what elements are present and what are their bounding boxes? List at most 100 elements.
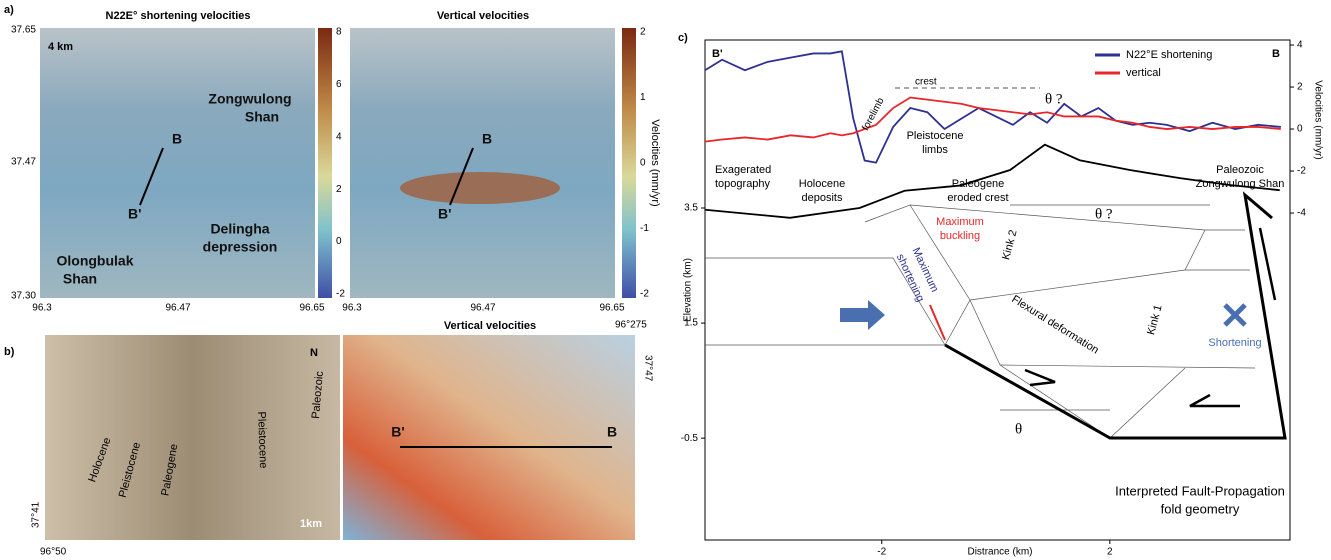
colorbar-label: 2: [336, 184, 342, 195]
y2-tick-label: 4: [1297, 40, 1303, 51]
north: N: [310, 347, 318, 359]
note: crest: [915, 77, 937, 88]
colorbar-title: Velocities (mm/yr): [649, 119, 661, 206]
map: [350, 28, 615, 298]
colorbar-label: 8: [336, 27, 342, 38]
note: Pleistocene: [907, 130, 964, 142]
note: Maximum: [936, 216, 984, 228]
profile-end: B: [482, 131, 492, 147]
y2-tick-label: 2: [1297, 82, 1303, 93]
scale: 1km: [300, 518, 322, 530]
colorbar: [622, 28, 636, 298]
colorbar-label: 1: [640, 92, 646, 103]
profile-end: B': [128, 206, 141, 222]
profile-end: B: [607, 424, 617, 440]
y2-tick-label: -4: [1297, 208, 1306, 219]
colorbar-label: -2: [640, 289, 649, 300]
axis-label: Distrance (km): [967, 547, 1032, 558]
note: Exagerated: [715, 164, 771, 176]
note: eroded crest: [947, 192, 1008, 204]
place: Zongwulong: [208, 91, 291, 107]
lat-label: 37.65: [11, 25, 36, 36]
note: Kink 1: [1145, 304, 1165, 337]
x-tick-label: -2: [877, 547, 886, 558]
note: limbs: [922, 144, 948, 156]
profile-end: B: [172, 131, 182, 147]
panel-c: c) 3.51.5-0.5420-2-4-22N22°E shorteningv…: [678, 32, 1323, 558]
lon-label: 96.65: [299, 303, 324, 314]
note: θ: [1015, 421, 1022, 437]
panel-b: b) Vertical velocities Holocene Pleistoc…: [4, 320, 653, 558]
series-line: [705, 51, 1281, 162]
lon-label: 96.65: [599, 303, 624, 314]
note: Shortening: [1208, 337, 1261, 349]
note: Paleozoic: [1216, 164, 1264, 176]
colorbar-label: 4: [336, 131, 342, 142]
lon-label: 96.47: [470, 303, 495, 314]
note: Interpreted Fault-Propagation: [1115, 483, 1285, 498]
profile-end: B': [438, 206, 451, 222]
place: Shan: [245, 109, 279, 125]
coord: 96°275: [615, 320, 647, 331]
lon-label: 96.3: [32, 303, 52, 314]
colorbar-label: 6: [336, 79, 342, 90]
place: depression: [203, 239, 278, 255]
slip-marker: [930, 305, 945, 340]
panel-a: a) N22E° shortening velocities Vertical …: [4, 4, 661, 314]
photo: [45, 335, 340, 540]
axis-label: Elevation (km): [683, 258, 694, 322]
panel-label: b): [4, 346, 15, 358]
note: Paleogene: [952, 178, 1005, 190]
lon-label: 96.47: [165, 303, 190, 314]
map-title: Vertical velocities: [437, 10, 529, 22]
coord: 37°47: [642, 355, 653, 382]
lon-label: 96.3: [342, 303, 362, 314]
note: Holocene: [799, 178, 845, 190]
place: Olongbulak: [57, 253, 134, 269]
note: θ ?: [1095, 206, 1113, 222]
y-tick-label: 3.5: [684, 203, 698, 214]
y2-tick-label: 0: [1297, 124, 1303, 135]
coord: 96°50: [40, 547, 67, 558]
note: fold geometry: [1161, 501, 1240, 516]
colorbar-label: 2: [640, 27, 646, 38]
slip-arrow: [1190, 395, 1240, 406]
profile-end: B': [391, 424, 404, 440]
uplift-zone: [400, 172, 560, 204]
lat-label: 37.30: [11, 291, 36, 302]
place: Shan: [63, 271, 97, 287]
plot-frame: [705, 40, 1290, 540]
note: Flexural deformation: [1009, 293, 1100, 356]
velocity-map: [343, 335, 635, 540]
colorbar: [318, 28, 332, 298]
slip-arrow: [1260, 228, 1275, 300]
note: buckling: [940, 230, 980, 242]
map-title: Vertical velocities: [444, 320, 536, 332]
figure: a) N22E° shortening velocities Vertical …: [0, 0, 1331, 560]
place: Delingha: [210, 221, 269, 237]
y2-tick-label: -2: [1297, 166, 1306, 177]
shortening-cross: [1225, 305, 1245, 325]
colorbar-label: 0: [640, 158, 646, 169]
profile-end: B: [1272, 48, 1280, 60]
note: forelimb: [860, 96, 887, 133]
colorbar-label: -2: [336, 289, 345, 300]
y-tick-label: -0.5: [681, 433, 699, 444]
colorbar-label: 0: [336, 236, 342, 247]
lat-label: 37.47: [11, 157, 36, 168]
panel-label: c): [678, 32, 688, 44]
profile-end: B': [712, 48, 723, 60]
slip-arrow: [1025, 370, 1055, 385]
scale: 4 km: [48, 41, 73, 53]
colorbar-label: -1: [640, 223, 649, 234]
note: deposits: [802, 192, 843, 204]
map-title: N22E° shortening velocities: [106, 10, 251, 22]
x-tick-label: 2: [1107, 547, 1113, 558]
axis-label: Velocities (mm/yr): [1312, 80, 1323, 159]
note: topography: [715, 178, 771, 190]
note: Kink 2: [1000, 229, 1020, 262]
shortening-arrow: [840, 300, 885, 330]
unit: Pleistocene: [255, 411, 269, 468]
legend-label: N22°E shortening: [1126, 49, 1212, 61]
legend-label: vertical: [1126, 67, 1161, 79]
